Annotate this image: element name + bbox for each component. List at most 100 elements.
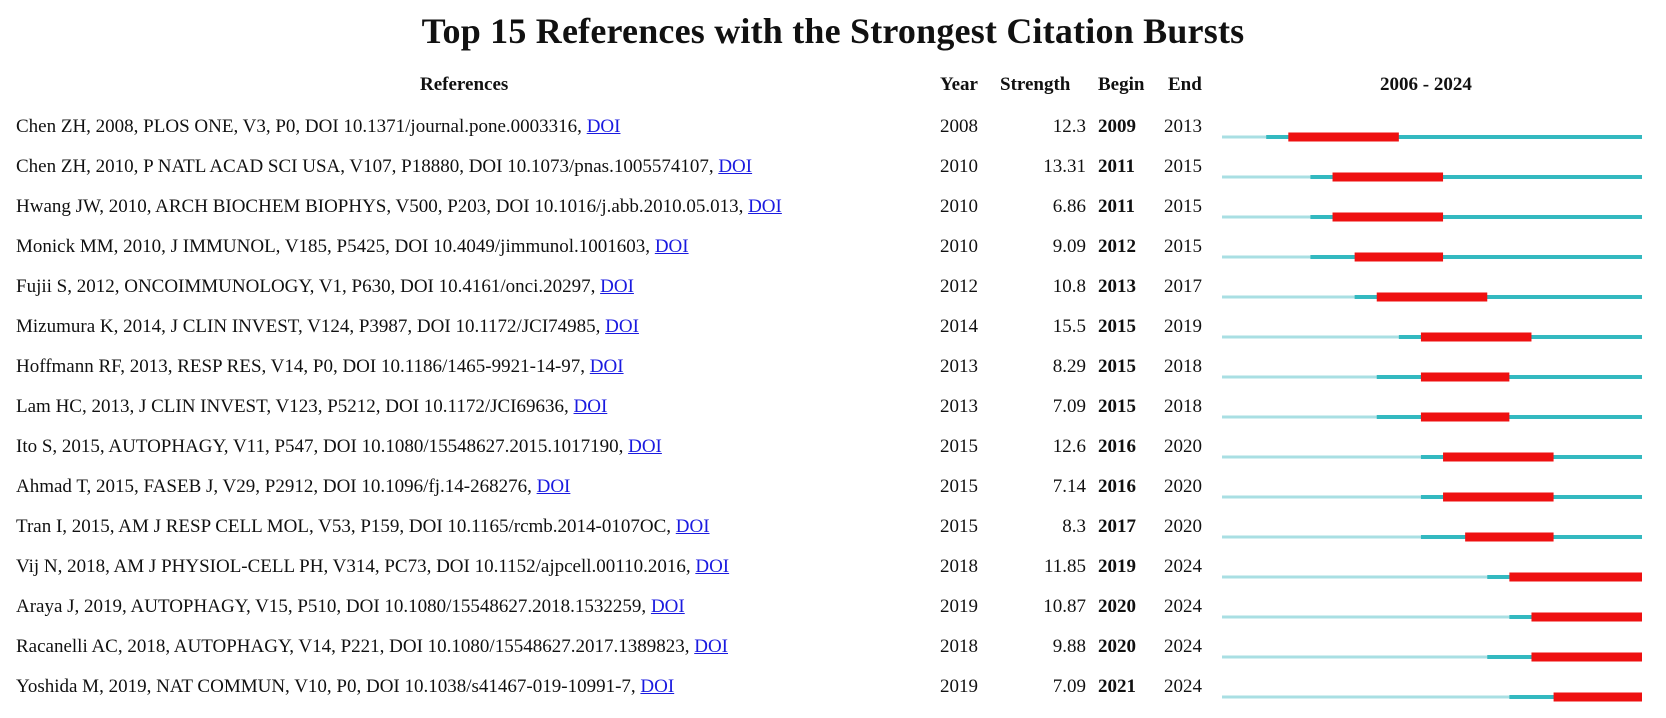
end-cell: 2013 <box>1164 116 1202 137</box>
strength-cell: 8.3 <box>1062 516 1086 537</box>
end-cell: 2024 <box>1164 556 1202 577</box>
column-header-strength: Strength <box>1000 74 1071 95</box>
doi-link[interactable]: DOI <box>654 236 689 257</box>
strength-cell: 7.14 <box>1052 476 1086 497</box>
doi-link[interactable]: DOI <box>536 476 571 497</box>
begin-cell: 2009 <box>1098 116 1136 137</box>
reference-cell: Ito S, 2015, AUTOPHAGY, V11, P547, DOI 1… <box>16 436 662 458</box>
year-cell: 2019 <box>940 676 978 697</box>
doi-link[interactable]: DOI <box>628 436 662 457</box>
begin-cell: 2011 <box>1098 196 1135 217</box>
strength-cell: 12.6 <box>1052 436 1086 457</box>
reference-cell: Hoffmann RF, 2013, RESP RES, V14, P0, DO… <box>16 356 624 378</box>
doi-link[interactable]: DOI <box>640 676 675 697</box>
reference-text: Hwang JW, 2010, ARCH BIOCHEM BIOPHYS, V5… <box>16 196 744 217</box>
begin-cell: 2020 <box>1098 636 1136 657</box>
reference-text: Lam HC, 2013, J CLIN INVEST, V123, P5212… <box>16 396 569 417</box>
table-row: Racanelli AC, 2018, AUTOPHAGY, V14, P221… <box>0 628 1666 668</box>
table-row: Yoshida M, 2019, NAT COMMUN, V10, P0, DO… <box>0 668 1666 708</box>
year-cell: 2012 <box>940 276 978 297</box>
reference-cell: Araya J, 2019, AUTOPHAGY, V15, P510, DOI… <box>16 596 685 618</box>
strength-cell: 13.31 <box>1043 156 1086 177</box>
end-cell: 2015 <box>1164 236 1202 257</box>
strength-cell: 15.5 <box>1052 316 1086 337</box>
doi-link[interactable]: DOI <box>650 596 685 617</box>
column-header-year: Year <box>940 74 978 95</box>
begin-cell: 2015 <box>1098 396 1136 417</box>
end-cell: 2019 <box>1164 316 1202 337</box>
year-cell: 2013 <box>940 356 978 377</box>
end-cell: 2020 <box>1164 436 1202 457</box>
strength-cell: 12.3 <box>1052 116 1086 137</box>
reference-text: Chen ZH, 2008, PLOS ONE, V3, P0, DOI 10.… <box>16 116 582 137</box>
reference-text: Tran I, 2015, AM J RESP CELL MOL, V53, P… <box>16 516 671 537</box>
strength-cell: 7.09 <box>1052 676 1086 697</box>
doi-link[interactable]: DOI <box>718 156 753 177</box>
doi-link[interactable]: DOI <box>675 516 710 537</box>
reference-text: Monick MM, 2010, J IMMUNOL, V185, P5425,… <box>16 236 651 257</box>
table-row: Ito S, 2015, AUTOPHAGY, V11, P547, DOI 1… <box>0 428 1666 468</box>
year-cell: 2019 <box>940 596 978 617</box>
reference-cell: Racanelli AC, 2018, AUTOPHAGY, V14, P221… <box>16 636 728 658</box>
year-cell: 2018 <box>940 636 978 657</box>
table-row: Ahmad T, 2015, FASEB J, V29, P2912, DOI … <box>0 468 1666 508</box>
strength-cell: 10.87 <box>1043 596 1086 617</box>
column-header-references: References <box>420 74 509 95</box>
table-row: Monick MM, 2010, J IMMUNOL, V185, P5425,… <box>0 228 1666 268</box>
year-cell: 2015 <box>940 436 978 457</box>
table-row: Fujii S, 2012, ONCOIMMUNOLOGY, V1, P630,… <box>0 268 1666 308</box>
begin-cell: 2011 <box>1098 156 1135 177</box>
end-cell: 2015 <box>1164 156 1202 177</box>
doi-link[interactable]: DOI <box>589 356 624 377</box>
end-cell: 2015 <box>1164 196 1202 217</box>
reference-text: Mizumura K, 2014, J CLIN INVEST, V124, P… <box>16 316 601 337</box>
begin-cell: 2020 <box>1098 596 1136 617</box>
doi-link[interactable]: DOI <box>586 116 621 137</box>
year-cell: 2010 <box>940 196 978 217</box>
year-cell: 2013 <box>940 396 978 417</box>
doi-link[interactable]: DOI <box>694 636 728 657</box>
end-cell: 2024 <box>1164 636 1202 657</box>
reference-cell: Ahmad T, 2015, FASEB J, V29, P2912, DOI … <box>16 476 570 498</box>
end-cell: 2020 <box>1164 516 1202 537</box>
year-cell: 2015 <box>940 516 978 537</box>
reference-cell: Fujii S, 2012, ONCOIMMUNOLOGY, V1, P630,… <box>16 276 634 298</box>
year-cell: 2010 <box>940 236 978 257</box>
year-cell: 2018 <box>940 556 978 577</box>
reference-text: Araya J, 2019, AUTOPHAGY, V15, P510, DOI… <box>16 596 647 617</box>
doi-link[interactable]: DOI <box>605 316 639 337</box>
doi-link[interactable]: DOI <box>600 276 634 297</box>
table-row: Mizumura K, 2014, J CLIN INVEST, V124, P… <box>0 308 1666 348</box>
doi-link[interactable]: DOI <box>748 196 782 217</box>
chart-title: Top 15 References with the Strongest Cit… <box>421 11 1245 51</box>
reference-text: Ito S, 2015, AUTOPHAGY, V11, P547, DOI 1… <box>16 436 624 457</box>
strength-cell: 9.09 <box>1052 236 1086 257</box>
table-row: Chen ZH, 2008, PLOS ONE, V3, P0, DOI 10.… <box>0 108 1666 148</box>
year-cell: 2015 <box>940 476 978 497</box>
column-header-timeline-range: 2006 - 2024 <box>1380 74 1472 95</box>
begin-cell: 2013 <box>1098 276 1136 297</box>
column-header-end: End <box>1168 74 1202 95</box>
reference-cell: Tran I, 2015, AM J RESP CELL MOL, V53, P… <box>16 516 710 538</box>
table-row: Araya J, 2019, AUTOPHAGY, V15, P510, DOI… <box>0 588 1666 628</box>
begin-cell: 2015 <box>1098 356 1136 377</box>
doi-link[interactable]: DOI <box>573 396 608 417</box>
strength-cell: 8.29 <box>1052 356 1086 377</box>
table-row: Chen ZH, 2010, P NATL ACAD SCI USA, V107… <box>0 148 1666 188</box>
strength-cell: 11.85 <box>1043 556 1086 577</box>
table-row: Hoffmann RF, 2013, RESP RES, V14, P0, DO… <box>0 348 1666 388</box>
table-row: Vij N, 2018, AM J PHYSIOL-CELL PH, V314,… <box>0 548 1666 588</box>
end-cell: 2017 <box>1164 276 1202 297</box>
begin-cell: 2016 <box>1098 476 1136 497</box>
doi-link[interactable]: DOI <box>695 556 730 577</box>
reference-text: Vij N, 2018, AM J PHYSIOL-CELL PH, V314,… <box>16 556 691 577</box>
strength-cell: 7.09 <box>1052 396 1086 417</box>
end-cell: 2024 <box>1164 676 1202 697</box>
table-row: Lam HC, 2013, J CLIN INVEST, V123, P5212… <box>0 388 1666 428</box>
end-cell: 2024 <box>1164 596 1202 617</box>
column-header-begin: Begin <box>1098 74 1145 95</box>
strength-cell: 10.8 <box>1052 276 1086 297</box>
begin-cell: 2019 <box>1098 556 1136 577</box>
table-row: Hwang JW, 2010, ARCH BIOCHEM BIOPHYS, V5… <box>0 188 1666 228</box>
